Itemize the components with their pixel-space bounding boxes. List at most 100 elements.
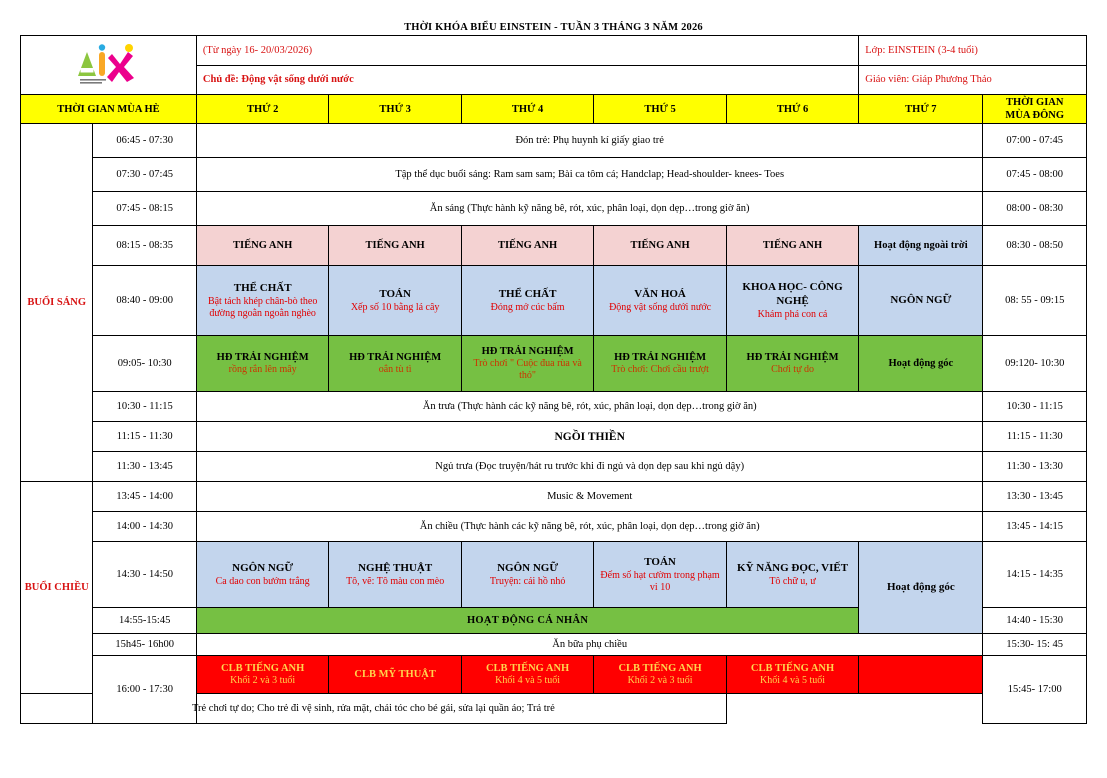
subject-detail: Chơi tự do [771,364,814,376]
activity-r4-day3: TIẾNG ANH [460,225,595,267]
activity-r2: Tập thể dục buổi sáng: Ram sam sam; Bài … [195,157,984,193]
col-header-day-3: THỨ 4 [460,94,595,125]
activity-r15-note: Trẻ chơi tự do; Cho trẻ đi vệ sinh, rửa … [20,693,727,725]
winter-time-r8: 11:15 - 11:30 [982,421,1087,453]
club-detail: Khối 4 và 5 tuổi [760,675,826,687]
table-row: 07:30 - 07:45 Tập thể dục buổi sáng: Ram… [21,157,1087,193]
table-row: 09:05- 10:30 HĐ TRẢI NGHIỆM rồng rắn lên… [21,335,1087,393]
session-morning: BUỔI SÁNG [19,123,94,483]
subject-title: TOÁN [644,556,676,568]
subject-title: KỸ NĂNG ĐỌC, VIẾT [737,562,849,574]
activity-r15-day1: CLB TIẾNG ANH Khối 2 và 3 tuổi [195,655,330,695]
activity-r5-day1: THỂ CHẤT Bật tách khép chân-bò theo đườn… [195,265,330,337]
brand-logo [23,37,194,93]
winter-time-r6: 09:120- 10:30 [982,335,1087,393]
winter-time-r14: 15:30- 15: 45 [982,633,1087,657]
subject-title: NGÔN NGỮ [890,294,952,306]
subject-detail: Truyện: cái hồ nhỏ [489,575,566,587]
activity-r4-day4: TIẾNG ANH [593,225,727,267]
winter-time-r7: 10:30 - 11:15 [982,391,1087,423]
col-header-winter-time: THỜI GIAN MÙA ĐÔNG [982,94,1087,125]
activity-r10: Music & Movement [195,481,984,513]
activity-r6-day4: HĐ TRẢI NGHIỆM Trò chơi: Chơi cầu trượt [593,335,727,393]
col-header-summer-time: THỜI GIAN MÙA HÈ [20,94,197,125]
subject-detail: oẳn tù tì [378,364,412,376]
subject-title: NGHỆ THUẬT [358,562,433,574]
activity-r15-day2: CLB MỸ THUẬT [328,655,462,695]
subject-detail: Động vật sống dưới nước [609,301,712,313]
winter-time-r4: 08:30 - 08:50 [982,225,1087,267]
table-row: 07:45 - 08:15 Ăn sáng (Thực hành kỹ năng… [21,191,1087,227]
summer-time-r2: 07:30 - 07:45 [92,157,197,193]
col-header-day-4: THỨ 5 [593,94,727,125]
logo-cell [20,35,197,96]
activity-r6-day6: Hoạt động góc [858,335,984,393]
winter-time-r9: 11:30 - 13:30 [982,451,1087,483]
activity-r3: Ăn sáng (Thực hành kỹ năng bê, rót, xúc,… [195,191,984,227]
subject-detail: Trò chơi: Chơi cầu trượt [611,364,709,376]
activity-r5-day4: VĂN HOÁ Động vật sống dưới nước [593,265,727,337]
subject-detail: Ca dao con bướm trắng [215,575,310,587]
activity-r4-day1: TIẾNG ANH [195,225,330,267]
activity-r12-day4: TOÁN Đếm số hạt cườm trong phạm vi 10 [593,541,727,609]
subject-detail: Tô, vẽ: Tô màu con mèo [346,575,445,587]
teacher: Giáo viên: Giáp Phương Thảo [858,64,1087,96]
topic: Chủ đề: Động vật sống dưới nước [195,64,860,96]
winter-time-r1: 07:00 - 07:45 [982,123,1087,159]
subject-detail: Tô chữ u, ư [769,575,816,587]
summer-time-r7: 10:30 - 11:15 [92,391,197,423]
activity-r1: Đón trẻ: Phụ huynh kí giấy giao trẻ [195,123,984,159]
winter-time-r3: 08:00 - 08:30 [982,191,1087,227]
subject-detail: Trò chơi " Cuộc đua rùa và thỏ" [473,358,582,382]
date-range: (Từ ngày 16- 20/03/2026) [195,35,860,66]
column-header-row: THỜI GIAN MÙA HÈ THỨ 2 THỨ 3 THỨ 4 THỨ 5… [20,94,1087,125]
table-row: 11:15 - 11:30 NGỒI THIỀN 11:15 - 11:30 [21,421,1087,453]
summer-time-r14: 15h45- 16h00 [92,633,197,657]
subject-title: HĐ TRẢI NGHIỆM [216,352,309,364]
activity-r15-day4: CLB TIẾNG ANH Khối 2 và 3 tuổi [593,655,727,695]
summer-time-r8: 11:15 - 11:30 [92,421,197,453]
title-row: THỜI KHÓA BIỂU EINSTEIN - TUẦN 3 THÁNG 3… [21,20,1087,36]
summer-time-r12: 14:30 - 14:50 [92,541,197,609]
winter-time-r12: 14:15 - 14:35 [982,541,1087,609]
activity-r5-day5: KHOA HỌC- CÔNG NGHỆ Khám phá con cá [725,265,860,337]
page-title: THỜI KHÓA BIỂU EINSTEIN - TUẦN 3 THÁNG 3… [404,22,703,33]
subject-title: TOÁN [379,288,411,300]
activity-r4-day5: TIẾNG ANH [725,225,860,267]
subject-title: THỂ CHẤT [233,282,292,294]
table-row: 16:00 - 17:30 CLB TIẾNG ANH Khối 2 và 3 … [21,655,1087,725]
summer-time-r6: 09:05- 10:30 [92,335,197,393]
col-header-day-5: THỨ 6 [725,94,860,125]
activity-r11: Ăn chiều (Thực hành các kỹ năng bê, rót,… [195,511,984,543]
activity-r15-day5: CLB TIẾNG ANH Khối 4 và 5 tuổi [725,655,860,695]
activity-r12-day3: NGÔN NGỮ Truyện: cái hồ nhỏ [460,541,595,609]
summer-time-r11: 14:00 - 14:30 [92,511,197,543]
summer-time-r3: 07:45 - 08:15 [92,191,197,227]
table-row: 14:55-15:45 HOẠT ĐỘNG CÁ NHÂN 14:40 - 15… [21,607,1087,635]
winter-time-r5: 08: 55 - 09:15 [982,265,1087,337]
table-row: 14:00 - 14:30 Ăn chiều (Thực hành các kỹ… [21,511,1087,543]
table-row: 11:30 - 13:45 Ngủ trưa (Đọc truyện/hát r… [21,451,1087,483]
table-row: 14:30 - 14:50 NGÔN NGỮ Ca dao con bướm t… [21,541,1087,635]
header-row-1: (Từ ngày 16- 20/03/2026) Lớp: EINSTEIN (… [20,35,1087,96]
subject-detail: Khám phá con cá [757,308,828,320]
club-title: CLB MỸ THUẬT [354,669,436,681]
summer-time-r13: 14:55-15:45 [92,607,197,635]
subject-title: HĐ TRẢI NGHIỆM [481,346,574,358]
activity-r6-day1: HĐ TRẢI NGHIỆM rồng rắn lên mây [195,335,330,393]
aix-logo-icon [78,44,135,84]
activity-r8: NGỒI THIỀN [195,421,984,453]
table-row: 08:40 - 09:00 THỂ CHẤT Bật tách khép châ… [21,265,1087,337]
club-title: CLB TIẾNG ANH [750,663,835,675]
subject-title: HĐ TRẢI NGHIỆM [349,352,442,364]
subject-detail: Xếp số 10 bằng lá cây [350,301,440,313]
subject-title: VĂN HOÁ [634,288,686,300]
activity-r6-day3: HĐ TRẢI NGHIỆM Trò chơi " Cuộc đua rùa v… [460,335,595,393]
activity-r6-day2: HĐ TRẢI NGHIỆM oẳn tù tì [328,335,462,393]
activity-r5-day2: TOÁN Xếp số 10 bằng lá cây [328,265,462,337]
table-row: BUỔI CHIỀU 13:45 - 14:00 Music & Movemen… [19,481,1087,695]
activity-r7: Ăn trưa (Thực hành các kỹ năng bê, rót, … [195,391,984,423]
winter-time-r13: 14:40 - 15:30 [982,607,1087,635]
col-header-day-1: THỨ 2 [195,94,330,125]
